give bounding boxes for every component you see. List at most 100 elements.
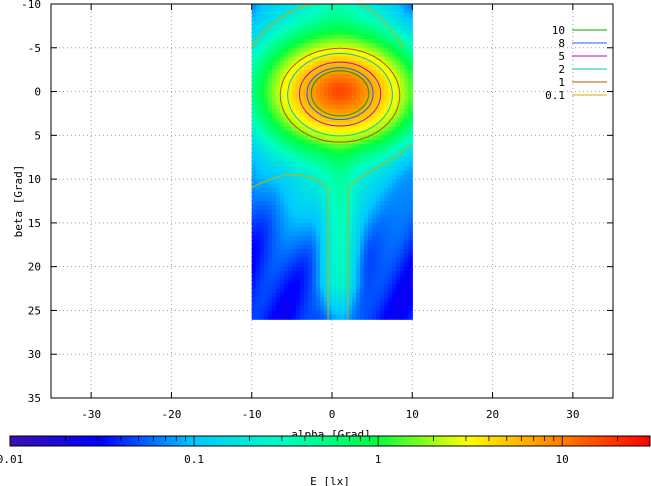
heatmap-cell [404, 161, 409, 167]
heatmap-cell [380, 148, 385, 154]
heatmap-cell [404, 222, 409, 228]
heatmap-cell [287, 292, 293, 298]
heatmap-cell [400, 144, 405, 150]
heatmap-cell [307, 187, 313, 193]
heatmap-cell [388, 148, 393, 154]
heatmap-cell [307, 244, 313, 250]
heatmap-cell [251, 122, 257, 128]
heatmap-cell [319, 148, 325, 154]
heatmap-cell [344, 262, 349, 268]
heatmap-cell [336, 257, 341, 263]
heatmap-cell [315, 222, 321, 228]
heatmap-cell [283, 91, 289, 97]
heatmap-cell [255, 192, 261, 198]
heatmap-cell [404, 21, 409, 27]
heatmap-cell [255, 271, 261, 277]
heatmap-cell [279, 69, 285, 75]
heatmap-cell [295, 109, 301, 115]
heatmap-cell [348, 249, 353, 255]
heatmap-cell [259, 161, 265, 167]
heatmap-cell [356, 271, 361, 277]
heatmap-cell [279, 284, 285, 290]
heatmap-cell [400, 25, 405, 31]
heatmap-cell [368, 183, 373, 189]
heatmap-cell [404, 314, 409, 320]
heatmap-cell [299, 297, 305, 303]
heatmap-cell [392, 95, 397, 101]
heatmap-cell [299, 17, 305, 23]
heatmap-cell [303, 292, 309, 298]
heatmap-cell [364, 201, 369, 206]
heatmap-cell [364, 179, 369, 185]
heatmap-cell [287, 34, 293, 40]
heatmap-cell [279, 222, 285, 228]
heatmap-cell [384, 218, 389, 224]
heatmap-cell [327, 249, 333, 255]
heatmap-cell [400, 192, 405, 198]
heatmap-cell [364, 222, 369, 228]
heatmap-cell [307, 82, 313, 88]
heatmap-cell [376, 292, 381, 298]
heatmap-cell [404, 183, 409, 189]
heatmap-cell [263, 297, 269, 303]
heatmap-cell [332, 301, 337, 307]
heatmap-cell [396, 130, 401, 136]
heatmap-cell [291, 47, 297, 53]
heatmap-cell [279, 196, 285, 202]
heatmap-cell [311, 196, 317, 202]
heatmap-cell [364, 249, 369, 255]
heatmap-cell [271, 174, 277, 180]
heatmap-cell [400, 179, 405, 185]
heatmap-cell [303, 139, 309, 145]
heatmap-cell [400, 310, 405, 316]
heatmap-cell [279, 231, 285, 237]
heatmap-cell [340, 240, 345, 246]
heatmap-cell [364, 257, 369, 263]
heatmap-cell [372, 314, 377, 320]
heatmap-cell [392, 240, 397, 246]
heatmap-cell [267, 209, 273, 215]
x-axis-ticks: -30 -20 -10 0 10 20 30 [81, 4, 579, 421]
heatmap-cell [392, 174, 397, 180]
heatmap-cell [283, 144, 289, 150]
heatmap-cell [315, 109, 321, 115]
heatmap-cell [299, 21, 305, 27]
heatmap-cell [295, 227, 301, 233]
heatmap-cell [255, 231, 261, 237]
heatmap-cell [291, 209, 297, 215]
heatmap-cell [348, 161, 353, 167]
heatmap-cell [396, 25, 401, 31]
heatmap-cell [323, 257, 329, 263]
heatmap-cell [299, 187, 305, 193]
heatmap-cell [319, 249, 325, 255]
heatmap-cell [380, 60, 385, 66]
heatmap-cell [255, 236, 261, 241]
heatmap-cell [372, 148, 377, 154]
heatmap-cell [372, 152, 377, 158]
heatmap-cell [251, 60, 257, 66]
heatmap-cell [283, 170, 289, 176]
heatmap-cell [299, 87, 305, 93]
heatmap-cell [360, 74, 365, 80]
heatmap-cell [408, 82, 413, 88]
heatmap-cell [364, 205, 369, 211]
heatmap-cell [315, 91, 321, 97]
heatmap-cell [259, 152, 265, 158]
heatmap-cell [307, 297, 313, 303]
heatmap-cell [384, 179, 389, 185]
heatmap-cell [404, 4, 409, 9]
heatmap-cell [364, 231, 369, 237]
heatmap-cell [376, 52, 381, 58]
heatmap-cell [295, 43, 301, 49]
heatmap-cell [327, 109, 333, 115]
heatmap-cell [396, 222, 401, 228]
heatmap-cell [323, 157, 329, 163]
heatmap-cell [348, 201, 353, 206]
heatmap-cell [303, 187, 309, 193]
heatmap-cell [287, 192, 293, 198]
heatmap-cell [283, 100, 289, 106]
heatmap-cell [404, 310, 409, 316]
heatmap-cell [376, 144, 381, 150]
heatmap-cell [319, 139, 325, 145]
heatmap-cell [356, 12, 361, 18]
